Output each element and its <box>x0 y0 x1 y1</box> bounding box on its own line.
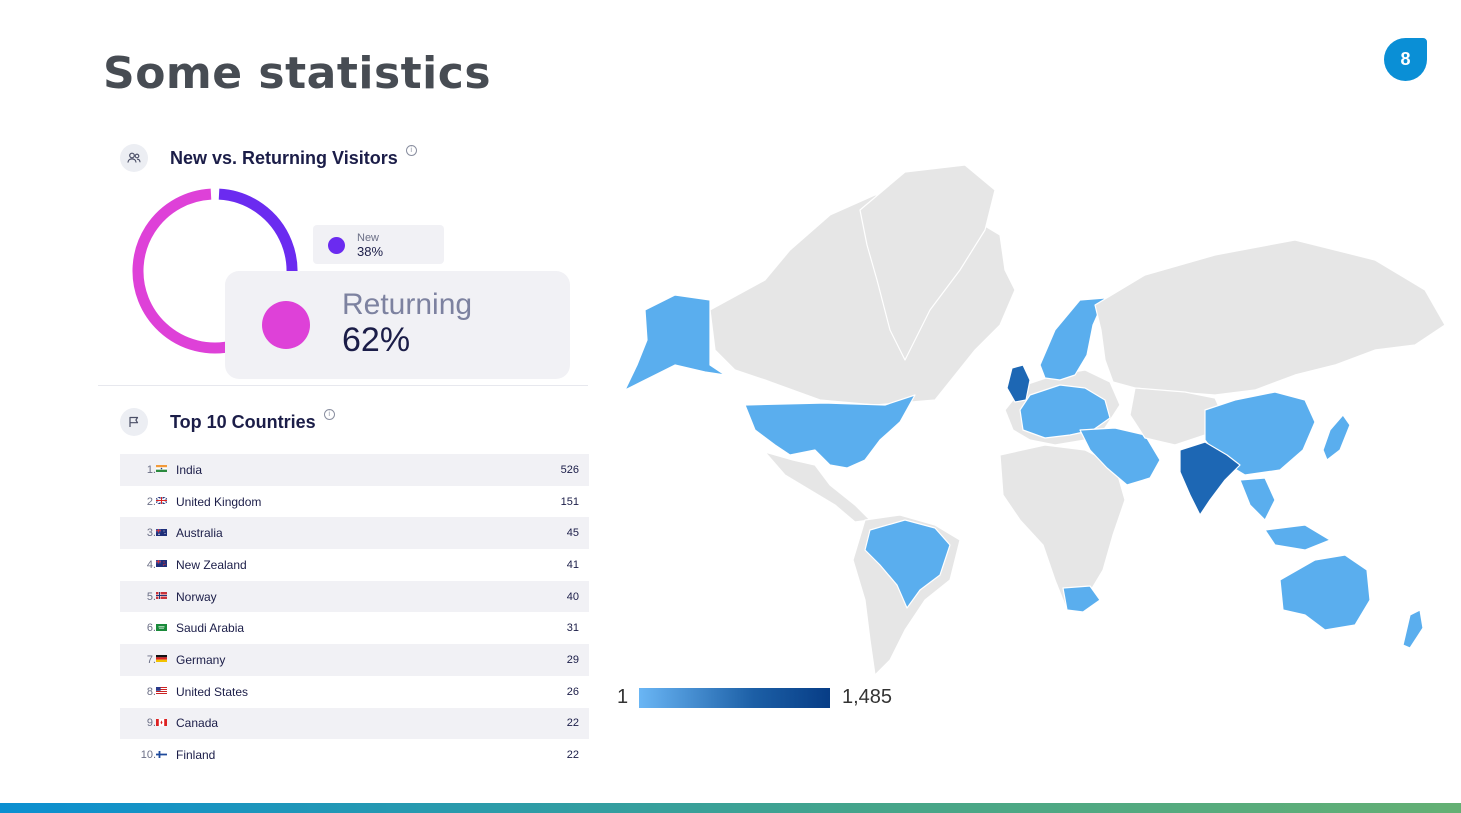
page-number-badge: 8 <box>1384 38 1427 81</box>
country-count: 22 <box>566 749 579 762</box>
south-africa-region[interactable] <box>1062 585 1101 613</box>
greenland-region[interactable] <box>859 164 996 361</box>
norway-flag-icon <box>156 592 176 600</box>
brazil-region[interactable] <box>864 519 951 609</box>
visitors-title: New vs. Returning Visitors <box>170 147 398 168</box>
alaska-region[interactable] <box>624 294 726 391</box>
section-divider <box>98 385 588 386</box>
country-name: Norway <box>176 589 217 604</box>
row-rank: 4. <box>146 558 156 571</box>
returning-tooltip: Returning 62% <box>225 271 570 379</box>
returning-color-dot <box>262 301 310 349</box>
country-count: 526 <box>560 463 579 476</box>
southeast-asia-region[interactable] <box>1239 477 1331 551</box>
uk-region[interactable] <box>1006 364 1031 403</box>
flag-icon <box>120 408 148 436</box>
row-rank: 8. <box>146 685 156 698</box>
new-zealand-region[interactable] <box>1402 609 1424 649</box>
country-count: 31 <box>566 622 579 635</box>
africa-region[interactable] <box>999 444 1126 611</box>
row-rank: 3. <box>146 527 156 540</box>
usa-flag-icon <box>156 687 176 695</box>
country-count: 26 <box>566 685 579 698</box>
row-rank: 9. <box>146 717 156 730</box>
row-rank: 6. <box>146 622 156 635</box>
table-row[interactable]: 7. Germany 29 <box>120 644 589 676</box>
scandinavia-region[interactable] <box>1039 297 1106 381</box>
india-flag-icon <box>156 465 176 473</box>
country-name: New Zealand <box>176 557 247 572</box>
country-count: 41 <box>566 558 579 571</box>
new-label: New <box>357 232 380 244</box>
row-rank: 10. <box>140 749 156 762</box>
country-name: Canada <box>176 716 219 731</box>
country-name: Australia <box>176 526 223 541</box>
russia-region[interactable] <box>1094 239 1446 396</box>
countries-title: Top 10 Countries <box>170 411 316 432</box>
country-name: Germany <box>176 652 226 667</box>
new-value: 38% <box>357 244 384 259</box>
australia-region[interactable] <box>1279 554 1371 631</box>
table-row[interactable]: 10. Finland 22 <box>120 739 589 771</box>
table-row[interactable]: 3. Australia 45 <box>120 517 589 550</box>
visitors-header: New vs. Returning Visitors i <box>120 144 417 172</box>
footer-gradient-bar <box>0 803 1461 813</box>
country-count: 29 <box>566 653 579 666</box>
scale-max-label: 1,485 <box>842 686 893 708</box>
users-icon <box>120 144 148 172</box>
uk-flag-icon <box>156 497 176 505</box>
country-name: India <box>176 462 203 477</box>
table-row[interactable]: 2. United Kingdom 151 <box>120 486 589 518</box>
scale-gradient-bar <box>639 687 830 708</box>
country-name: United States <box>176 684 249 699</box>
country-count: 151 <box>560 495 579 508</box>
new-color-dot <box>328 237 345 254</box>
saudi-arabia-flag-icon <box>156 623 176 632</box>
returning-label: Returning <box>342 288 473 321</box>
middle-east-region[interactable] <box>1079 427 1161 486</box>
country-name: United Kingdom <box>176 494 262 509</box>
country-count: 22 <box>566 717 579 730</box>
row-rank: 7. <box>146 653 156 666</box>
scale-min-label: 1 <box>617 686 629 708</box>
row-rank: 2. <box>146 495 156 508</box>
table-row[interactable]: 9. Canada 22 <box>120 707 589 740</box>
table-row[interactable]: 1. India 526 <box>120 454 589 486</box>
japan-region[interactable] <box>1322 414 1351 461</box>
new-zealand-flag-icon <box>156 560 176 568</box>
canada-flag-icon <box>156 718 176 727</box>
germany-flag-icon <box>156 655 176 663</box>
countries-header: Top 10 Countries i <box>120 408 335 436</box>
country-name: Saudi Arabia <box>176 621 245 636</box>
info-icon[interactable]: i <box>323 408 335 420</box>
country-count: 40 <box>566 590 579 603</box>
map-color-scale: 1 1,485 <box>617 686 892 709</box>
finland-flag-icon <box>156 750 176 759</box>
country-count: 45 <box>566 527 579 540</box>
countries-table: 1. India 526 2. United Kingdom 151 3. Au… <box>120 454 589 771</box>
row-rank: 1. <box>146 463 156 476</box>
table-row[interactable]: 6. Saudi Arabia 31 <box>120 612 589 644</box>
table-row[interactable]: 5. Norway 40 <box>120 580 589 613</box>
info-icon[interactable]: i <box>405 144 417 156</box>
table-row[interactable]: 4. New Zealand 41 <box>120 549 589 581</box>
world-map[interactable] <box>615 160 1450 680</box>
australia-flag-icon <box>156 528 176 537</box>
returning-value: 62% <box>342 321 411 359</box>
page-title: Some statistics <box>103 48 492 99</box>
row-rank: 5. <box>146 590 156 603</box>
table-row[interactable]: 8. United States 26 <box>120 676 589 708</box>
usa-region[interactable] <box>744 394 916 469</box>
india-region[interactable] <box>1179 441 1241 516</box>
country-name: Finland <box>176 748 216 763</box>
new-legend-tooltip: New 38% <box>313 225 444 264</box>
